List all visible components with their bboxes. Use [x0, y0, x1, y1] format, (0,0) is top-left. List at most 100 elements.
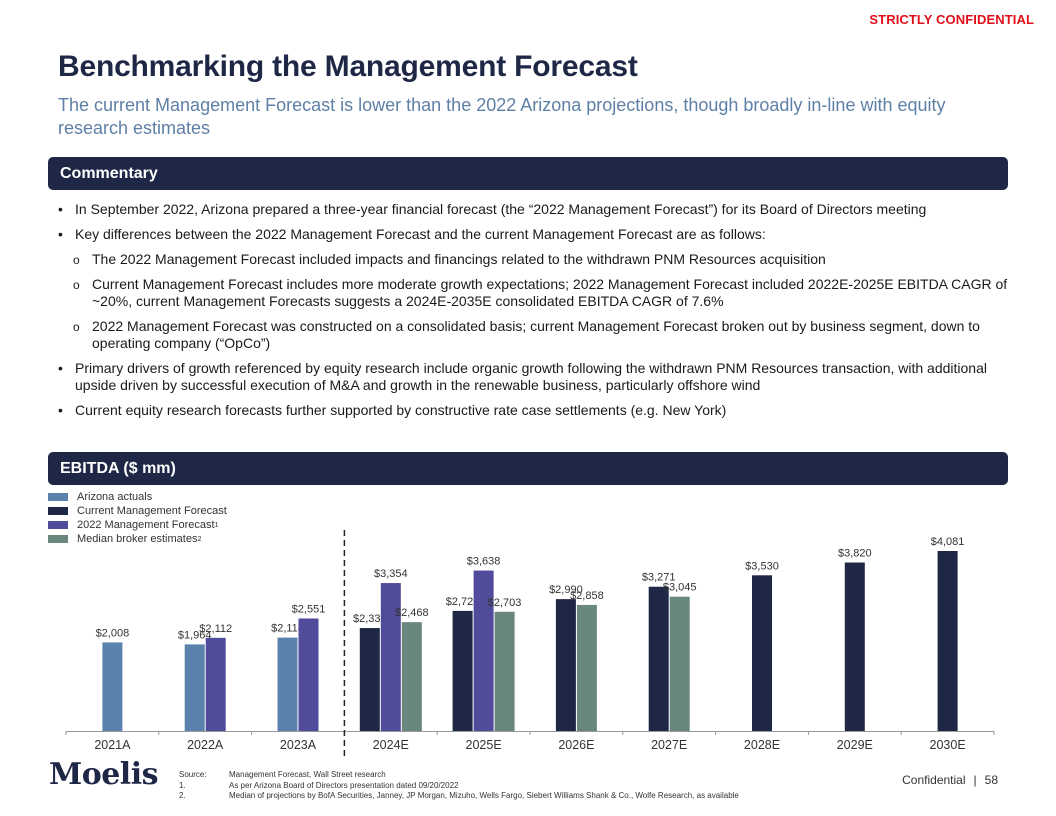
- legend-label: Median broker estimates: [77, 533, 198, 545]
- data-label: $4,081: [931, 536, 965, 548]
- chart-legend: Arizona actuals Current Management Forec…: [48, 490, 227, 546]
- data-label: $3,820: [838, 548, 872, 560]
- bar-2023A-series-0: [277, 637, 298, 731]
- x-tick-label: 2022A: [187, 738, 224, 752]
- sub-bullet-marker: o: [73, 253, 80, 267]
- footnote-text: As per Arizona Board of Directors presen…: [229, 780, 459, 790]
- page-title: Benchmarking the Management Forecast: [58, 50, 638, 83]
- commentary-sub-bullet: o Current Management Forecast includes m…: [58, 276, 1008, 310]
- bullet-text: In September 2022, Arizona prepared a th…: [75, 201, 927, 217]
- data-label: $2,723: [446, 596, 480, 608]
- commentary-section-header: Commentary: [48, 157, 1008, 190]
- bar-2027E-series-1: [648, 586, 669, 731]
- bullet-text: Current equity research forecasts furthe…: [75, 402, 727, 418]
- data-label: $1,964: [178, 629, 212, 641]
- commentary-sub-bullet: o 2022 Management Forecast was construct…: [58, 318, 1008, 352]
- bar-2025E-series-1: [452, 610, 473, 731]
- sub-bullet-text: The 2022 Management Forecast included im…: [92, 251, 826, 267]
- data-label: $2,858: [570, 590, 604, 602]
- data-label: $3,530: [745, 560, 779, 572]
- legend-item-2022-management-forecast: 2022 Management Forecast 1: [48, 518, 227, 532]
- legend-label: Current Management Forecast: [77, 505, 227, 517]
- data-label: $2,551: [292, 603, 326, 615]
- legend-swatch: [48, 535, 68, 543]
- bar-2027E-series-3: [669, 596, 690, 731]
- legend-swatch: [48, 507, 68, 515]
- x-tick-label: 2024E: [373, 738, 409, 752]
- commentary-bullet: • Primary drivers of growth referenced b…: [58, 360, 1008, 394]
- bar-2024E-series-2: [380, 583, 401, 731]
- footer-confidential-label: Confidential: [902, 773, 966, 787]
- bar-2026E-series-1: [555, 599, 576, 731]
- legend-item-arizona-actuals: Arizona actuals: [48, 490, 227, 504]
- data-label: $2,008: [96, 627, 130, 639]
- page-subtitle: The current Management Forecast is lower…: [58, 95, 946, 138]
- x-tick-label: 2021A: [94, 738, 131, 752]
- legend-item-median-broker-estimates: Median broker estimates 2: [48, 532, 227, 546]
- bar-2022A-series-2: [205, 637, 226, 731]
- x-tick-label: 2026E: [558, 738, 594, 752]
- sub-bullet-text: 2022 Management Forecast was constructed…: [92, 318, 980, 351]
- x-tick-label: 2030E: [930, 738, 966, 752]
- footnotes: Source: Management Forecast, Wall Street…: [179, 770, 739, 802]
- data-label: $2,334: [353, 613, 387, 625]
- page-number: 58: [984, 773, 998, 787]
- footnote-source: Source: Management Forecast, Wall Street…: [179, 770, 739, 781]
- legend-swatch: [48, 521, 68, 529]
- footnote-key: 1.: [179, 780, 186, 790]
- legend-label: Arizona actuals: [77, 491, 153, 503]
- sub-bullet-text: Current Management Forecast includes mor…: [92, 276, 1008, 309]
- legend-swatch: [48, 493, 68, 501]
- x-tick-label: 2025E: [466, 738, 502, 752]
- sub-bullet-marker: o: [73, 278, 80, 292]
- data-label: $2,468: [395, 607, 429, 619]
- commentary-sub-bullet: o The 2022 Management Forecast included …: [58, 251, 1008, 268]
- data-label: $2,112: [199, 623, 232, 635]
- commentary-bullet: • Current equity research forecasts furt…: [58, 402, 1008, 419]
- footnote-text: Management Forecast, Wall Street researc…: [229, 770, 386, 779]
- bar-2024E-series-3: [401, 622, 422, 731]
- footnote-marker: 2: [197, 535, 202, 543]
- confidentiality-tag: STRICTLY CONFIDENTIAL: [869, 12, 1034, 27]
- footnote-text: Median of projections by BofA Securities…: [229, 791, 739, 800]
- legend-label: 2022 Management Forecast: [77, 519, 215, 531]
- legend-item-current-management-forecast: Current Management Forecast: [48, 504, 227, 518]
- bar-2025E-series-3: [494, 611, 515, 731]
- bar-2025E-series-2: [473, 570, 494, 731]
- footer-separator: |: [973, 773, 977, 787]
- footnote-marker: 1: [214, 521, 219, 529]
- data-label: $2,703: [488, 597, 522, 609]
- footnote-key: Source:: [179, 770, 207, 779]
- commentary-body: • In September 2022, Arizona prepared a …: [58, 201, 1008, 427]
- bar-2023A-series-2: [298, 618, 319, 731]
- bar-2026E-series-3: [576, 604, 597, 731]
- bar-2024E-series-1: [359, 628, 380, 731]
- bullet-marker: •: [58, 201, 63, 217]
- bullet-marker: •: [58, 402, 63, 418]
- page-footer: Confidential | 58: [902, 773, 998, 787]
- sub-bullet-marker: o: [73, 320, 80, 334]
- footnote-key: 2.: [179, 791, 186, 800]
- commentary-bullet: • In September 2022, Arizona prepared a …: [58, 201, 1008, 218]
- x-tick-label: 2029E: [837, 738, 873, 752]
- data-label: $2,118: [271, 623, 304, 635]
- bullet-marker: •: [58, 226, 63, 242]
- moelis-logo: Moelis: [49, 757, 159, 792]
- footnote-1: 1. As per Arizona Board of Directors pre…: [179, 781, 739, 792]
- x-tick-label: 2027E: [651, 738, 687, 752]
- bullet-marker: •: [58, 360, 63, 376]
- footnote-2: 2. Median of projections by BofA Securit…: [179, 791, 739, 802]
- bullet-text: Key differences between the 2022 Managem…: [75, 226, 766, 242]
- bullet-text: Primary drivers of growth referenced by …: [75, 360, 987, 393]
- data-label: $3,354: [374, 568, 408, 580]
- bar-2029E-series-1: [844, 562, 865, 731]
- bar-2030E-series-1: [937, 551, 958, 731]
- bar-2028E-series-1: [752, 575, 772, 731]
- x-tick-label: 2023A: [280, 738, 317, 752]
- data-label: $3,271: [642, 572, 676, 584]
- commentary-bullet: • Key differences between the 2022 Manag…: [58, 226, 1008, 243]
- data-label: $3,045: [663, 582, 697, 594]
- bar-2022A-series-0: [184, 644, 205, 731]
- data-label: $2,990: [549, 584, 583, 596]
